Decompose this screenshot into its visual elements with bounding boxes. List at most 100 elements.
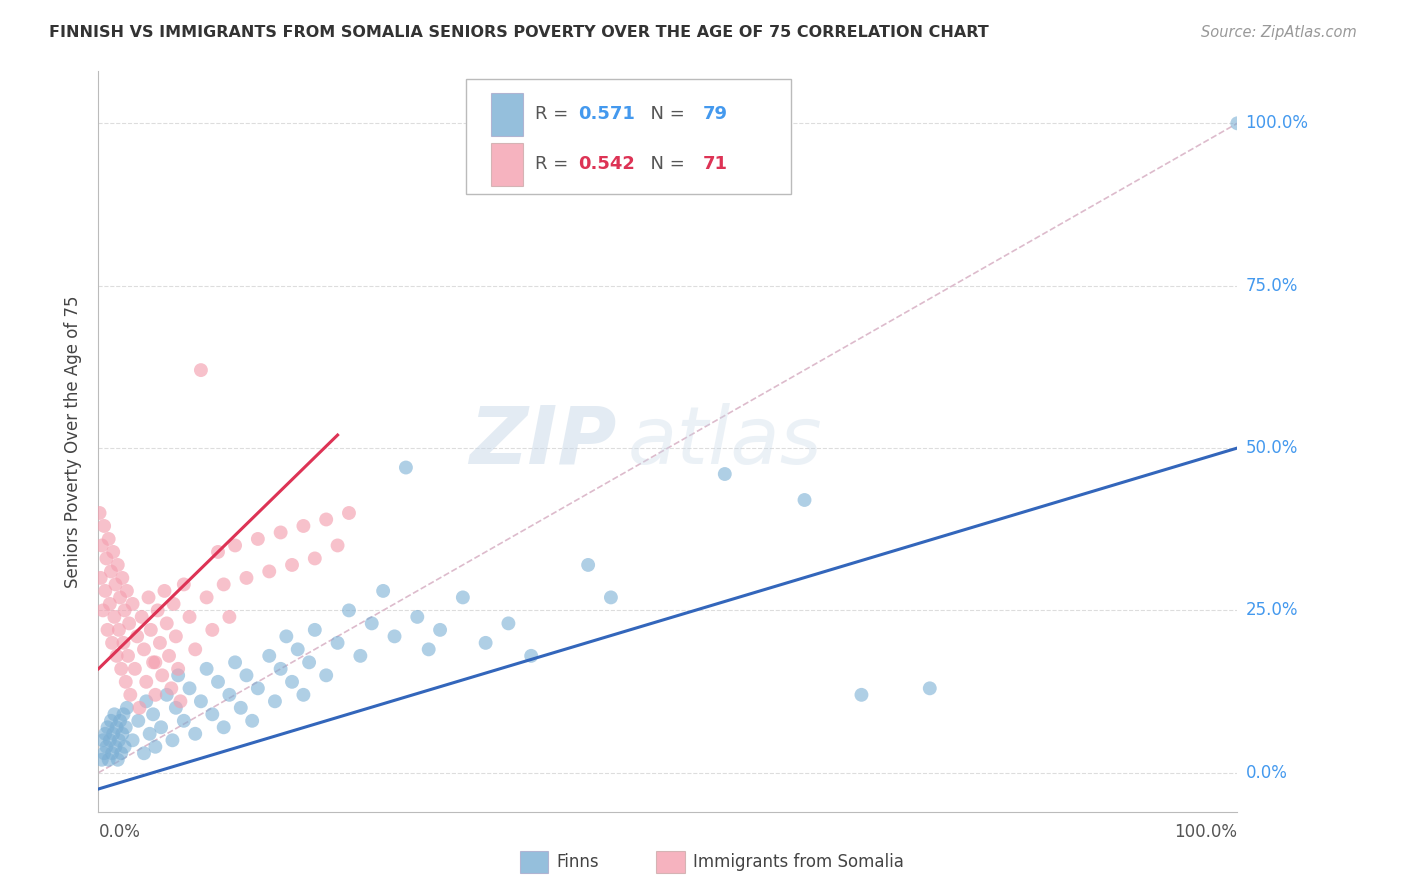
Text: 100.0%: 100.0% (1246, 114, 1309, 132)
Immigrants from Somalia (138, 591, 160, 605)
Immigrants from Somalia (169, 694, 191, 708)
Finns (100, 714, 122, 728)
Immigrants from Somalia (218, 610, 240, 624)
Immigrants from Somalia (127, 629, 149, 643)
Finns (108, 714, 131, 728)
Finns (474, 636, 496, 650)
Finns (132, 746, 155, 760)
Finns (235, 668, 257, 682)
Immigrants from Somalia (246, 532, 269, 546)
Finns (264, 694, 287, 708)
Finns (103, 727, 125, 741)
Immigrants from Somalia (110, 662, 132, 676)
Immigrants from Somalia (121, 597, 143, 611)
Text: 71: 71 (703, 155, 728, 173)
Finns (918, 681, 941, 696)
Immigrants from Somalia (235, 571, 257, 585)
Text: 75.0%: 75.0% (1246, 277, 1298, 294)
Immigrants from Somalia (212, 577, 235, 591)
Immigrants from Somalia (259, 565, 281, 579)
Finns (292, 688, 315, 702)
Immigrants from Somalia (103, 545, 125, 559)
Finns (326, 636, 349, 650)
Immigrants from Somalia (160, 681, 183, 696)
Finns (229, 701, 252, 715)
Text: 79: 79 (703, 105, 728, 123)
Finns (107, 753, 129, 767)
Text: 0.0%: 0.0% (1246, 764, 1288, 781)
Immigrants from Somalia (115, 583, 138, 598)
Immigrants from Somalia (105, 648, 128, 663)
Finns (184, 727, 207, 741)
Finns (207, 674, 229, 689)
Finns (108, 733, 131, 747)
Finns (135, 694, 157, 708)
Immigrants from Somalia (117, 648, 139, 663)
FancyBboxPatch shape (467, 78, 790, 194)
Immigrants from Somalia (195, 591, 218, 605)
Immigrants from Somalia (146, 603, 169, 617)
Text: 50.0%: 50.0% (1246, 439, 1298, 457)
Immigrants from Somalia (131, 610, 153, 624)
Finns (173, 714, 195, 728)
Immigrants from Somalia (111, 571, 134, 585)
Finns (96, 739, 118, 754)
Text: 0.571: 0.571 (578, 105, 634, 123)
Immigrants from Somalia (184, 642, 207, 657)
Finns (337, 603, 360, 617)
Finns (349, 648, 371, 663)
Finns (498, 616, 520, 631)
Finns (418, 642, 440, 657)
Immigrants from Somalia (315, 512, 337, 526)
Immigrants from Somalia (157, 648, 180, 663)
Immigrants from Somalia (94, 583, 117, 598)
Immigrants from Somalia (118, 616, 141, 631)
Bar (657, 851, 685, 873)
Text: Source: ZipAtlas.com: Source: ZipAtlas.com (1201, 25, 1357, 40)
Immigrants from Somalia (270, 525, 292, 540)
Finns (112, 707, 135, 722)
Immigrants from Somalia (281, 558, 304, 572)
Immigrants from Somalia (165, 629, 187, 643)
Y-axis label: Seniors Poverty Over the Age of 75: Seniors Poverty Over the Age of 75 (65, 295, 83, 588)
Immigrants from Somalia (103, 610, 125, 624)
Immigrants from Somalia (98, 597, 121, 611)
Finns (298, 656, 321, 670)
Finns (98, 733, 121, 747)
Immigrants from Somalia (326, 538, 349, 552)
Immigrants from Somalia (139, 623, 162, 637)
Text: N =: N = (640, 105, 690, 123)
Immigrants from Somalia (145, 688, 167, 702)
Finns (600, 591, 623, 605)
Finns (90, 753, 112, 767)
Immigrants from Somalia (93, 519, 115, 533)
Immigrants from Somalia (153, 583, 176, 598)
Bar (491, 93, 523, 136)
Immigrants from Somalia (201, 623, 224, 637)
Finns (97, 753, 120, 767)
Finns (104, 739, 127, 754)
Finns (304, 623, 326, 637)
Finns (105, 720, 128, 734)
Finns (167, 668, 190, 682)
Finns (360, 616, 382, 631)
Immigrants from Somalia (114, 603, 136, 617)
Finns (212, 720, 235, 734)
Text: 25.0%: 25.0% (1246, 601, 1298, 619)
Finns (162, 733, 184, 747)
Finns (224, 656, 246, 670)
Finns (101, 746, 124, 760)
Finns (165, 701, 187, 715)
Text: 100.0%: 100.0% (1174, 822, 1237, 841)
Finns (156, 688, 179, 702)
Finns (142, 707, 165, 722)
Immigrants from Somalia (162, 597, 184, 611)
Text: 0.0%: 0.0% (98, 822, 141, 841)
Immigrants from Somalia (190, 363, 212, 377)
Immigrants from Somalia (135, 674, 157, 689)
Immigrants from Somalia (207, 545, 229, 559)
Text: Finns: Finns (557, 853, 599, 871)
Immigrants from Somalia (90, 571, 112, 585)
Immigrants from Somalia (107, 558, 129, 572)
Immigrants from Somalia (108, 623, 131, 637)
